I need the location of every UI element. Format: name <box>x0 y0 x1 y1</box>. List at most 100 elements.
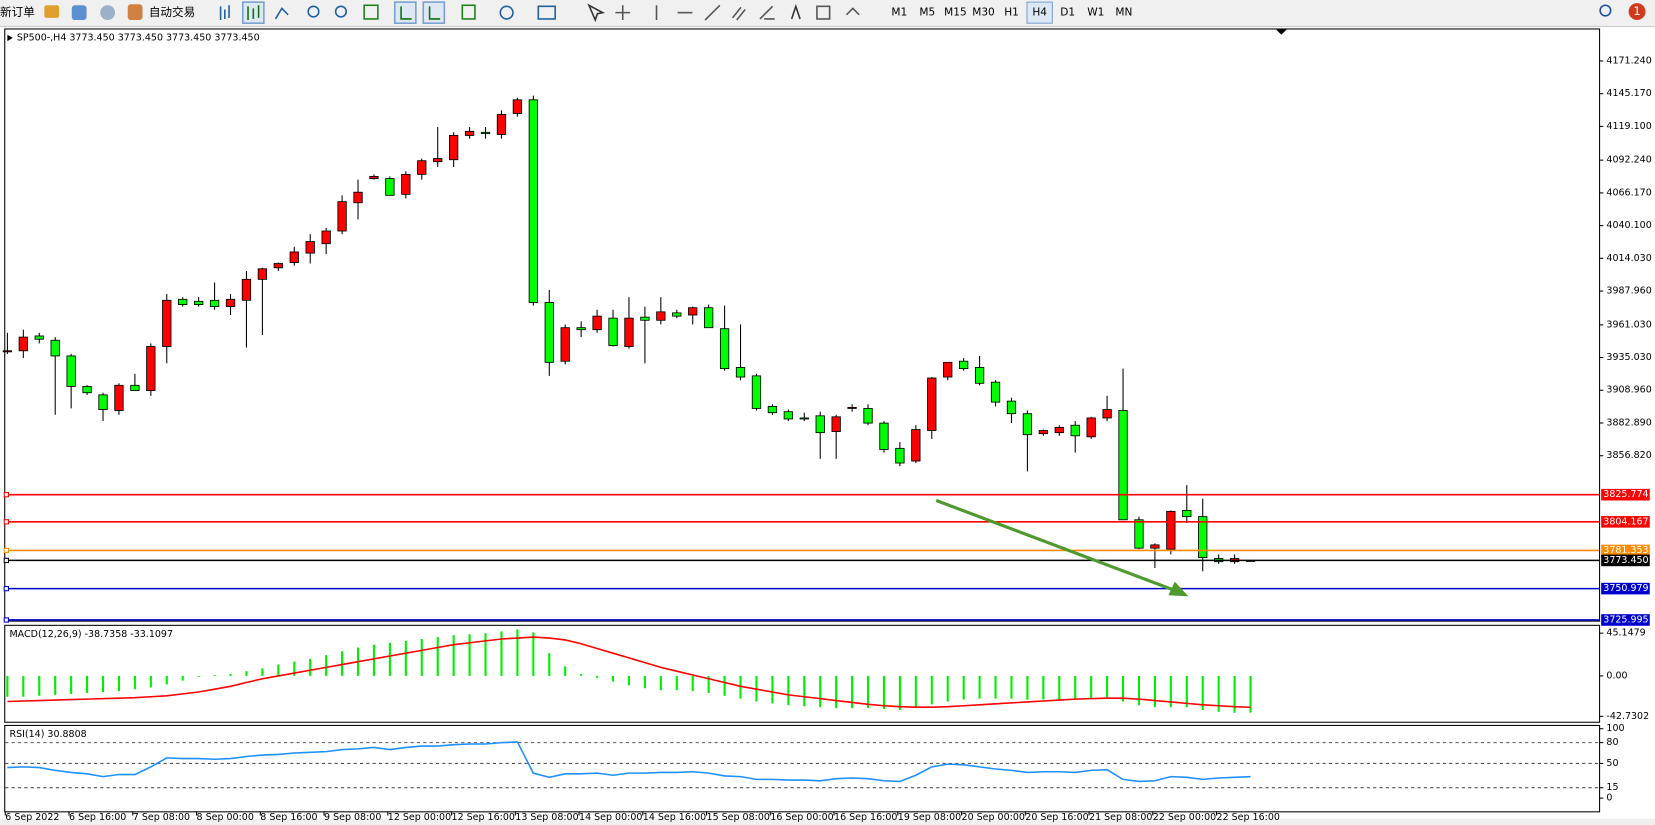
candle-body <box>305 241 315 254</box>
price-level-label: 3750.979 <box>1603 583 1648 594</box>
chart-shift-marker[interactable] <box>1276 29 1287 35</box>
icon[interactable] <box>499 5 514 20</box>
timeframe-button[interactable]: H4 <box>1032 7 1047 19</box>
icon[interactable] <box>461 4 476 20</box>
icon[interactable] <box>845 7 860 16</box>
trend-arrow[interactable] <box>935 499 1189 597</box>
timeframe-button[interactable]: W1 <box>1087 7 1104 19</box>
search-icon[interactable] <box>1599 4 1612 17</box>
timeframe-button[interactable]: M15 <box>944 7 967 19</box>
arrow-line[interactable] <box>935 499 1175 592</box>
candle-body <box>943 361 953 378</box>
price-level-label: 3804.167 <box>1603 516 1648 527</box>
candle-body <box>704 307 714 329</box>
y-tick-label: 3908.960 <box>1606 385 1651 396</box>
arrow-head[interactable] <box>1168 581 1189 597</box>
panel-title: RSI(14) 30.8808 <box>9 729 86 740</box>
candle-body <box>799 417 809 420</box>
candle-body <box>1118 410 1128 521</box>
candle-body <box>719 328 730 370</box>
y-tick-label: 15 <box>1606 782 1618 793</box>
tool-icons <box>219 1 1612 24</box>
price-level-tag <box>1601 516 1650 528</box>
icon[interactable] <box>587 3 605 23</box>
price-level-handle <box>3 547 9 554</box>
candle-body <box>1166 510 1176 550</box>
icon-active[interactable] <box>422 1 446 24</box>
price-level-label: 3773.450 <box>1603 555 1648 566</box>
timeframe-button[interactable]: M30 <box>972 7 995 19</box>
icon[interactable] <box>71 5 87 21</box>
candle-body <box>1054 426 1064 434</box>
candle-body <box>1150 544 1160 549</box>
icon[interactable] <box>759 5 775 20</box>
icon[interactable] <box>816 5 831 20</box>
price-level-handle <box>3 492 9 498</box>
signal-line <box>7 636 1251 709</box>
candle-body <box>257 268 268 280</box>
icon[interactable] <box>615 5 631 21</box>
candle-body <box>560 327 570 362</box>
x-tick-label: 22 Sep 16:00 <box>1217 812 1280 823</box>
x-tick-label: 21 Sep 08:00 <box>1089 812 1152 823</box>
icon[interactable] <box>100 5 116 21</box>
icon[interactable] <box>334 5 347 18</box>
candle-body <box>1086 417 1096 438</box>
candle-body <box>178 298 188 306</box>
x-tick-label: 6 Sep 2022 <box>5 812 59 823</box>
icon[interactable] <box>44 5 60 18</box>
y-tick-label: 4066.170 <box>1606 187 1651 198</box>
candle-body <box>401 173 411 195</box>
candle-body <box>927 377 937 431</box>
price-level-handle <box>3 519 9 525</box>
icon-active[interactable] <box>393 1 417 24</box>
icon[interactable] <box>247 5 260 21</box>
icon[interactable] <box>363 4 379 20</box>
y-tick-label: 45.1479 <box>1606 628 1645 639</box>
timeframe-button[interactable]: MN <box>1115 7 1132 19</box>
icon[interactable] <box>307 5 320 18</box>
new-order-button[interactable]: 新订单 <box>0 5 35 19</box>
auto-trading-button[interactable]: 自动交易 <box>149 5 195 19</box>
icon[interactable] <box>537 5 556 20</box>
candle-body <box>847 406 857 409</box>
x-tick-label: 15 Sep 08:00 <box>707 812 770 823</box>
price-level-tag <box>1601 582 1650 595</box>
candle-body <box>162 299 172 347</box>
price-level-tag <box>1601 554 1650 567</box>
candle-body <box>50 339 60 357</box>
candle-body <box>114 384 124 411</box>
x-tick-label: 20 Sep 16:00 <box>1025 812 1088 823</box>
icon[interactable] <box>428 6 441 20</box>
icon[interactable] <box>731 6 746 21</box>
price-level-handle <box>3 585 9 592</box>
icon[interactable] <box>219 5 230 21</box>
price-level-label: 3825.774 <box>1603 489 1648 500</box>
notification-badge[interactable] <box>1628 3 1646 21</box>
candle-body <box>990 381 1001 403</box>
timeframe-button[interactable]: H1 <box>1004 7 1019 19</box>
timeframe-button[interactable]: M1 <box>891 7 907 19</box>
candle-body <box>608 317 618 346</box>
candle-body <box>34 335 44 340</box>
toolbar: 新订单 自动交易 <box>0 1 1655 27</box>
icon[interactable] <box>704 4 721 21</box>
auto-trading-icon[interactable] <box>127 4 143 21</box>
timeframe-button[interactable]: D1 <box>1060 7 1075 19</box>
candle-body <box>1102 409 1112 419</box>
timeframe-button[interactable]: M5 <box>919 7 935 19</box>
candle-body <box>911 429 921 462</box>
y-tick-label: 100 <box>1606 723 1624 734</box>
icon[interactable] <box>274 7 289 20</box>
x-tick-label: 14 Sep 00:00 <box>579 812 642 823</box>
candle-body <box>1022 413 1033 436</box>
candle-body <box>895 447 905 464</box>
candle-body <box>815 415 825 434</box>
icon[interactable] <box>790 3 801 20</box>
y-tick-label: 0.00 <box>1606 670 1627 681</box>
price-level-label: 3725.995 <box>1603 614 1648 625</box>
icon[interactable] <box>400 6 412 20</box>
x-tick-label: 6 Sep 16:00 <box>69 812 126 823</box>
candle-body <box>1134 519 1144 549</box>
